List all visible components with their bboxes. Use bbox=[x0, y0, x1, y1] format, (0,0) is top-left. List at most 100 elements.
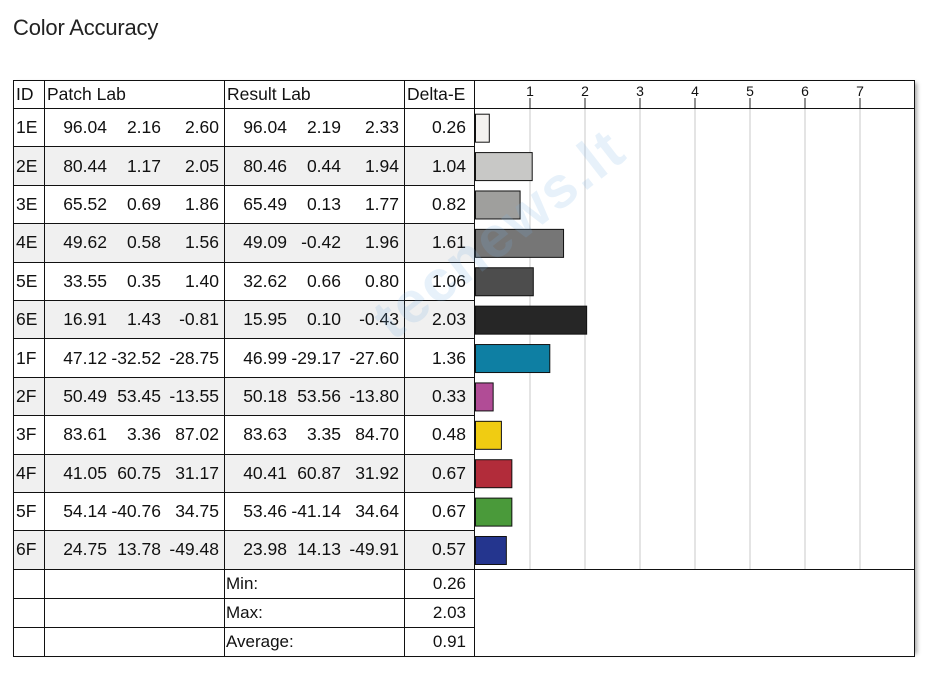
chart-axis-cell: 1 2 3 4 5 6 7 bbox=[474, 80, 915, 109]
patch-lab-a: 1.17 bbox=[126, 155, 161, 176]
summary-empty-patch bbox=[44, 597, 225, 628]
x-axis: 1 2 3 4 5 6 7 bbox=[526, 83, 864, 108]
patch-lab-b: 1.56 bbox=[184, 232, 219, 253]
patch-lab-cell: 16.91 1.43 -0.81 bbox=[44, 299, 225, 340]
delta-e-value: 0.67 bbox=[404, 453, 475, 493]
result-lab-cell: 46.99 -29.17 -27.60 bbox=[224, 338, 405, 378]
result-lab-l: 65.49 bbox=[243, 193, 287, 214]
delta-e-value: 0.26 bbox=[404, 107, 475, 148]
x-tick-label: 7 bbox=[856, 83, 864, 99]
bar-1E bbox=[475, 113, 490, 143]
patch-lab-cell: 33.55 0.35 1.40 bbox=[44, 261, 225, 301]
result-lab-b: 0.80 bbox=[364, 270, 399, 291]
delta-e-value: 1.36 bbox=[404, 338, 475, 378]
summary-empty-id bbox=[13, 597, 45, 628]
patch-id: 3E bbox=[13, 184, 45, 225]
patch-lab-cell: 83.61 3.36 87.02 bbox=[44, 415, 225, 455]
summary-label: Average: bbox=[224, 626, 405, 657]
header-delta-e: Delta-E bbox=[404, 80, 475, 109]
patch-lab-a: -40.76 bbox=[111, 501, 161, 522]
patch-lab-b: -28.75 bbox=[169, 347, 219, 368]
table-row: 6F 24.75 13.78 -49.48 23.98 14.13 -49.91 0.57 bbox=[13, 530, 915, 570]
patch-id: 6F bbox=[13, 530, 45, 570]
patch-lab-l: 96.04 bbox=[63, 117, 107, 138]
patch-id: 4E bbox=[13, 223, 45, 263]
patch-id: 4F bbox=[13, 453, 45, 493]
patch-lab-cell: 54.14 -40.76 34.75 bbox=[44, 491, 225, 532]
table-row: 2E 80.44 1.17 2.05 80.46 0.44 1.94 1.04 bbox=[13, 146, 915, 186]
patch-lab-b: 34.75 bbox=[175, 501, 219, 522]
result-lab-b: -0.43 bbox=[359, 309, 399, 330]
patch-lab-l: 41.05 bbox=[63, 462, 107, 483]
header-id: ID bbox=[13, 80, 45, 109]
delta-e-value: 0.82 bbox=[404, 184, 475, 225]
table-row: 6E 16.91 1.43 -0.81 15.95 0.10 -0.43 2.03 bbox=[13, 299, 915, 340]
bar-3F bbox=[475, 420, 502, 450]
patch-lab-l: 65.52 bbox=[63, 193, 107, 214]
result-lab-a: 0.10 bbox=[306, 309, 341, 330]
patch-lab-a: 0.69 bbox=[126, 193, 161, 214]
result-lab-a: 0.66 bbox=[306, 270, 341, 291]
patch-lab-b: 1.86 bbox=[184, 193, 219, 214]
summary-value: 0.26 bbox=[404, 568, 475, 599]
result-lab-a: 53.56 bbox=[297, 385, 341, 406]
result-lab-l: 83.63 bbox=[243, 424, 287, 445]
patch-id: 2E bbox=[13, 146, 45, 186]
delta-e-value: 1.06 bbox=[404, 261, 475, 301]
patch-lab-b: -0.81 bbox=[179, 309, 219, 330]
patch-lab-l: 83.61 bbox=[63, 424, 107, 445]
summary-value: 2.03 bbox=[404, 597, 475, 628]
result-lab-a: 60.87 bbox=[297, 462, 341, 483]
delta-e-value: 1.04 bbox=[404, 146, 475, 186]
patch-lab-l: 24.75 bbox=[63, 539, 107, 560]
patch-lab-l: 33.55 bbox=[63, 270, 107, 291]
delta-e-value: 2.03 bbox=[404, 299, 475, 340]
patch-id: 3F bbox=[13, 415, 45, 455]
summary-label: Max: bbox=[224, 597, 405, 628]
patch-lab-cell: 65.52 0.69 1.86 bbox=[44, 184, 225, 225]
result-lab-b: -27.60 bbox=[349, 347, 399, 368]
result-lab-b: -49.91 bbox=[349, 539, 399, 560]
table-row: 1F 47.12 -32.52 -28.75 46.99 -29.17 -27.60 1.36 bbox=[13, 338, 915, 378]
patch-id: 5F bbox=[13, 491, 45, 532]
bar-4F bbox=[475, 459, 513, 489]
patch-lab-cell: 96.04 2.16 2.60 bbox=[44, 107, 225, 148]
table-row: 5E 33.55 0.35 1.40 32.62 0.66 0.80 1.06 bbox=[13, 261, 915, 301]
x-tick-label: 6 bbox=[801, 83, 809, 99]
result-lab-a: -29.17 bbox=[291, 347, 341, 368]
result-lab-b: 2.33 bbox=[364, 117, 399, 138]
result-lab-b: 1.94 bbox=[364, 155, 399, 176]
bar-5F bbox=[475, 497, 513, 527]
patch-lab-a: -32.52 bbox=[111, 347, 161, 368]
delta-e-value: 0.57 bbox=[404, 530, 475, 570]
result-lab-l: 96.04 bbox=[243, 117, 287, 138]
result-lab-cell: 83.63 3.35 84.70 bbox=[224, 415, 405, 455]
summary-row: Min: 0.26 bbox=[13, 568, 915, 657]
table-row: 3F 83.61 3.36 87.02 83.63 3.35 84.70 0.48 bbox=[13, 415, 915, 455]
patch-lab-l: 49.62 bbox=[63, 232, 107, 253]
result-lab-b: 1.77 bbox=[364, 193, 399, 214]
patch-lab-cell: 24.75 13.78 -49.48 bbox=[44, 530, 225, 570]
result-lab-l: 80.46 bbox=[243, 155, 287, 176]
patch-lab-cell: 41.05 60.75 31.17 bbox=[44, 453, 225, 493]
bar-6F bbox=[475, 535, 507, 565]
patch-lab-l: 47.12 bbox=[63, 347, 107, 368]
result-lab-cell: 49.09 -0.42 1.96 bbox=[224, 223, 405, 263]
result-lab-a: 14.13 bbox=[297, 539, 341, 560]
patch-lab-l: 16.91 bbox=[63, 309, 107, 330]
header-patch-lab: Patch Lab bbox=[44, 80, 225, 109]
bar-1F bbox=[475, 344, 551, 374]
summary-row: Max: 2.03 bbox=[13, 597, 915, 628]
patch-lab-a: 0.35 bbox=[126, 270, 161, 291]
delta-e-value: 1.61 bbox=[404, 223, 475, 263]
patch-lab-cell: 47.12 -32.52 -28.75 bbox=[44, 338, 225, 378]
result-lab-cell: 23.98 14.13 -49.91 bbox=[224, 530, 405, 570]
result-lab-cell: 40.41 60.87 31.92 bbox=[224, 453, 405, 493]
summary-value: 0.91 bbox=[404, 626, 475, 657]
result-lab-cell: 53.46 -41.14 34.64 bbox=[224, 491, 405, 532]
result-lab-cell: 65.49 0.13 1.77 bbox=[224, 184, 405, 225]
result-lab-a: 0.13 bbox=[306, 193, 341, 214]
patch-id: 2F bbox=[13, 376, 45, 417]
result-lab-cell: 96.04 2.19 2.33 bbox=[224, 107, 405, 148]
